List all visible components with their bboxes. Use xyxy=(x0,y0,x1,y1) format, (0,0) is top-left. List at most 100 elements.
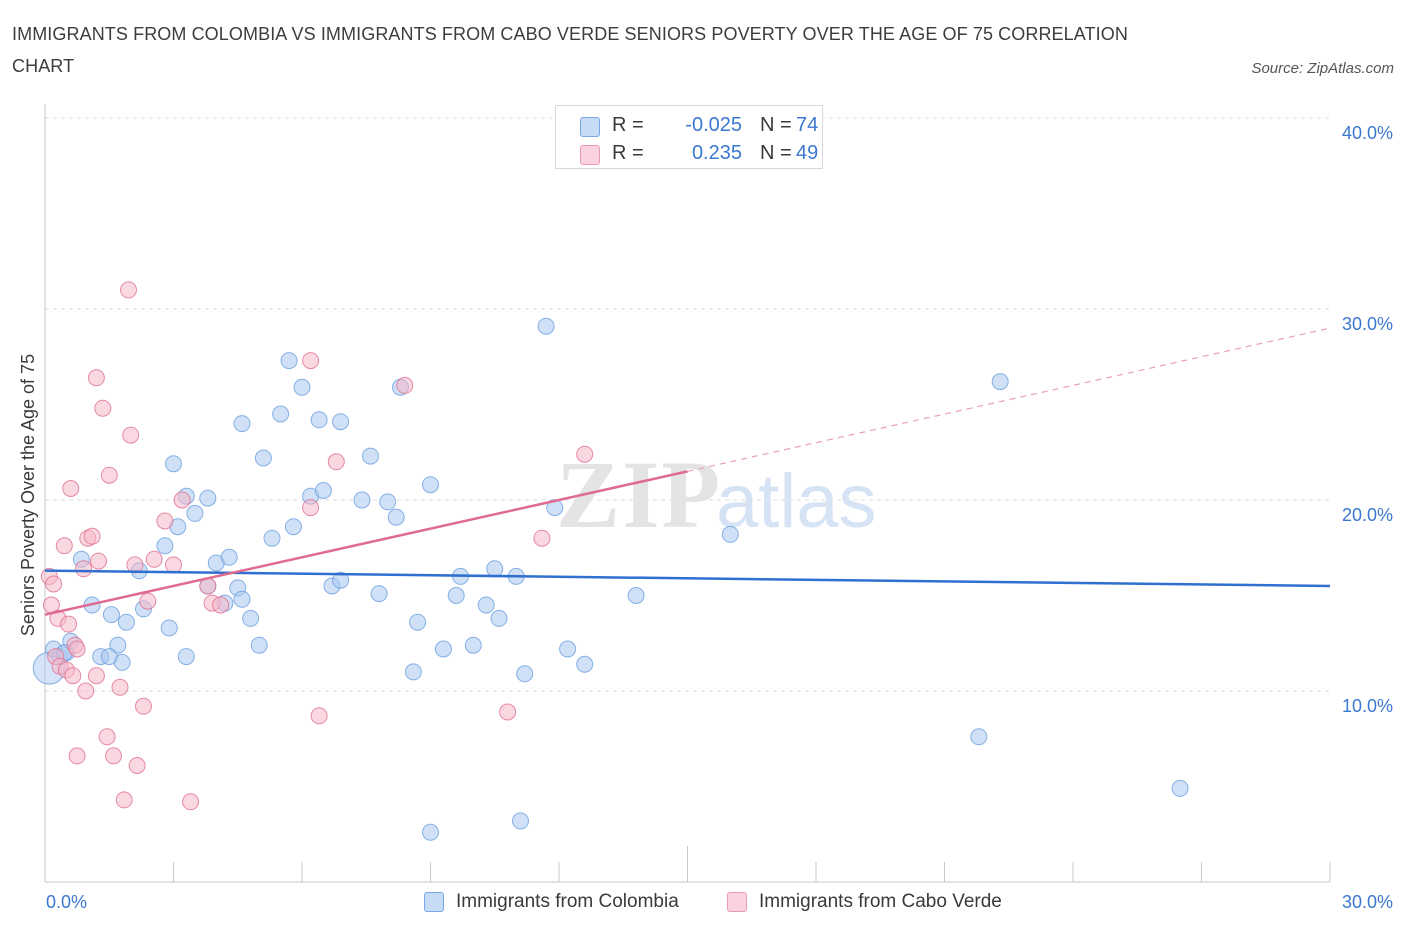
point-colombia xyxy=(220,548,238,566)
point-colombia xyxy=(160,619,178,637)
point-cabo-verde xyxy=(128,757,146,774)
point-colombia xyxy=(477,596,495,614)
legend-r-value: 0.235 xyxy=(691,142,742,164)
point-cabo-verde xyxy=(62,480,80,497)
point-colombia xyxy=(109,636,127,654)
source-label: Source: ZipAtlas.com xyxy=(1251,60,1394,77)
point-colombia xyxy=(293,378,311,396)
point-cabo-verde xyxy=(156,512,174,530)
point-colombia xyxy=(102,606,120,624)
point-colombia xyxy=(272,405,290,423)
point-cabo-verde xyxy=(135,697,152,715)
point-colombia xyxy=(546,499,564,517)
point-colombia xyxy=(370,585,388,603)
point-cabo-verde xyxy=(87,667,105,685)
legend-n-label: N = xyxy=(760,114,792,136)
point-cabo-verde xyxy=(98,728,116,746)
point-colombia xyxy=(186,504,204,522)
x-tick-label: 0.0% xyxy=(46,892,87,912)
legend-r-label: R = xyxy=(612,114,644,136)
point-colombia xyxy=(332,413,350,431)
point-colombia xyxy=(100,648,118,666)
trend-line-cabo-verde-extension xyxy=(687,327,1331,472)
point-colombia xyxy=(177,648,195,666)
data-points xyxy=(32,281,1189,841)
point-cabo-verde xyxy=(533,529,551,547)
legend-swatch-colombia xyxy=(580,117,600,137)
point-colombia xyxy=(353,491,371,509)
point-cabo-verde xyxy=(122,426,140,444)
point-colombia xyxy=(486,560,504,578)
legend-n-value: 49 xyxy=(796,142,819,164)
point-cabo-verde xyxy=(60,615,78,633)
point-cabo-verde xyxy=(94,399,112,417)
y-tick-label: 20.0% xyxy=(1342,505,1393,525)
point-colombia xyxy=(422,823,439,841)
point-cabo-verde xyxy=(120,281,137,299)
point-colombia xyxy=(464,636,482,654)
trend-lines xyxy=(44,327,1331,616)
point-cabo-verde xyxy=(182,793,200,811)
bottom-legend-label-cabo-verde: Immigrants from Cabo Verde xyxy=(759,891,1002,912)
point-colombia xyxy=(362,447,379,465)
point-colombia xyxy=(310,411,328,429)
point-colombia xyxy=(199,489,217,507)
point-cabo-verde xyxy=(139,592,157,610)
point-colombia xyxy=(1171,779,1189,797)
point-cabo-verde xyxy=(396,376,414,394)
point-colombia xyxy=(280,352,298,370)
x-tick-label: 30.0% xyxy=(1342,892,1393,912)
point-cabo-verde xyxy=(302,499,320,517)
correlation-legend: R = -0.025 N = 74 R = 0.235 N = 49 xyxy=(555,105,823,169)
point-cabo-verde xyxy=(75,560,93,578)
legend-n-value: 74 xyxy=(796,114,819,136)
point-colombia xyxy=(379,493,397,511)
point-colombia xyxy=(721,525,739,543)
point-colombia xyxy=(404,663,422,681)
point-colombia xyxy=(314,482,332,499)
point-colombia xyxy=(233,415,251,433)
point-cabo-verde xyxy=(77,682,95,700)
point-cabo-verde xyxy=(83,527,101,545)
point-colombia xyxy=(284,518,302,536)
point-colombia xyxy=(447,587,465,604)
point-colombia xyxy=(250,636,268,654)
point-cabo-verde xyxy=(310,707,328,725)
trend-line-colombia xyxy=(44,569,1331,588)
point-colombia xyxy=(117,613,135,631)
bottom-legend-label-colombia: Immigrants from Colombia xyxy=(456,891,679,912)
point-colombia xyxy=(254,449,272,467)
point-colombia xyxy=(165,455,182,473)
point-colombia xyxy=(627,587,645,604)
tick-labels: 10.0% 20.0% 30.0% 40.0% 0.0% 30.0% xyxy=(46,123,1393,912)
axes xyxy=(44,104,1331,883)
point-colombia xyxy=(387,508,405,526)
point-colombia xyxy=(970,728,988,746)
point-colombia xyxy=(434,640,452,658)
point-cabo-verde xyxy=(55,537,73,555)
y-tick-label: 30.0% xyxy=(1342,314,1393,334)
point-colombia xyxy=(559,640,577,658)
y-tick-label: 40.0% xyxy=(1342,123,1393,143)
point-cabo-verde xyxy=(145,550,163,568)
point-cabo-verde xyxy=(302,352,320,370)
point-colombia xyxy=(156,537,174,555)
point-cabo-verde xyxy=(45,575,63,593)
point-colombia xyxy=(242,609,260,627)
legend-n-label: N = xyxy=(760,142,792,164)
point-colombia xyxy=(332,571,350,589)
legend-swatch-cabo-verde xyxy=(580,145,600,165)
point-colombia xyxy=(537,317,555,335)
point-colombia xyxy=(512,812,529,830)
point-cabo-verde xyxy=(212,596,230,614)
point-cabo-verde xyxy=(576,445,594,463)
point-colombia xyxy=(490,609,508,627)
point-cabo-verde xyxy=(90,552,107,570)
y-tick-label: 10.0% xyxy=(1342,696,1393,716)
point-cabo-verde xyxy=(165,556,182,574)
point-cabo-verde xyxy=(68,747,86,765)
point-colombia xyxy=(263,529,281,547)
bottom-legend-swatch-cabo-verde xyxy=(727,892,747,912)
legend-r-value: -0.025 xyxy=(685,114,742,136)
